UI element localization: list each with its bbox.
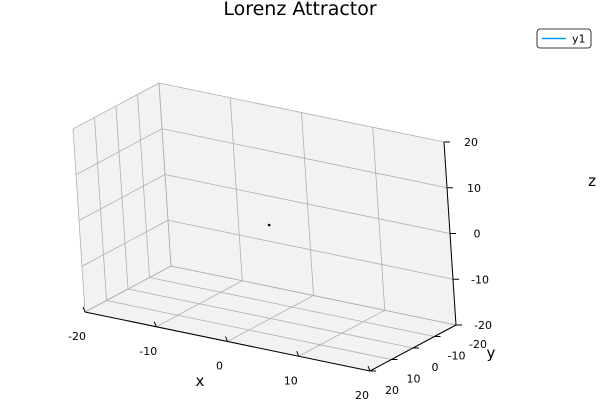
x-tick-label: -10	[139, 345, 157, 358]
grid-back-z	[158, 82, 445, 143]
x-tick-mark	[296, 351, 300, 357]
z-tick-label: 10	[467, 182, 481, 195]
x-tick-label: -20	[68, 330, 86, 343]
z-tick-label: 0	[474, 228, 481, 241]
grid-back-z	[167, 219, 454, 280]
grid-left-z	[81, 219, 169, 267]
y-tick-label: -20	[469, 338, 487, 351]
series-y1-point	[267, 223, 271, 227]
z-tick-label: 20	[464, 136, 478, 149]
y-tick-label: 20	[385, 384, 399, 397]
grid-back-z	[170, 265, 457, 326]
x-tick-mark	[153, 321, 157, 327]
x-tick-mark	[225, 336, 228, 342]
x-tick-mark	[367, 365, 371, 372]
z-axis-label: z	[588, 172, 596, 190]
grid-left-z	[84, 265, 172, 313]
grid-left-z	[75, 128, 163, 176]
grid-left-z	[78, 174, 166, 221]
grid-floor-y	[106, 300, 392, 360]
legend: y1	[536, 28, 592, 49]
grid-floor-y	[127, 288, 414, 349]
grid-left-z	[72, 82, 160, 130]
x-tick-label: 20	[355, 389, 369, 400]
grid-back-z	[164, 174, 451, 234]
y-tick-label: 10	[407, 373, 421, 386]
y-axis-label: y	[487, 344, 496, 362]
legend-label-y1: y1	[572, 33, 586, 46]
x-tick-label: 0	[216, 360, 223, 373]
z-tick-label: -20	[474, 319, 492, 332]
grid-lines	[72, 82, 457, 372]
x-tick-mark	[82, 306, 86, 313]
y-tick-label: -10	[448, 350, 466, 363]
y-tick-label: 0	[432, 361, 439, 374]
x-axis-label: x	[196, 372, 205, 390]
grid-floor-y	[149, 277, 435, 337]
axis-lines	[82, 141, 462, 372]
z-tick-label: -10	[471, 273, 489, 286]
data-points	[267, 223, 271, 227]
x-tick-label: 10	[284, 374, 298, 387]
chart-title: Lorenz Attractor	[223, 0, 377, 20]
grid-back-z	[161, 128, 448, 189]
